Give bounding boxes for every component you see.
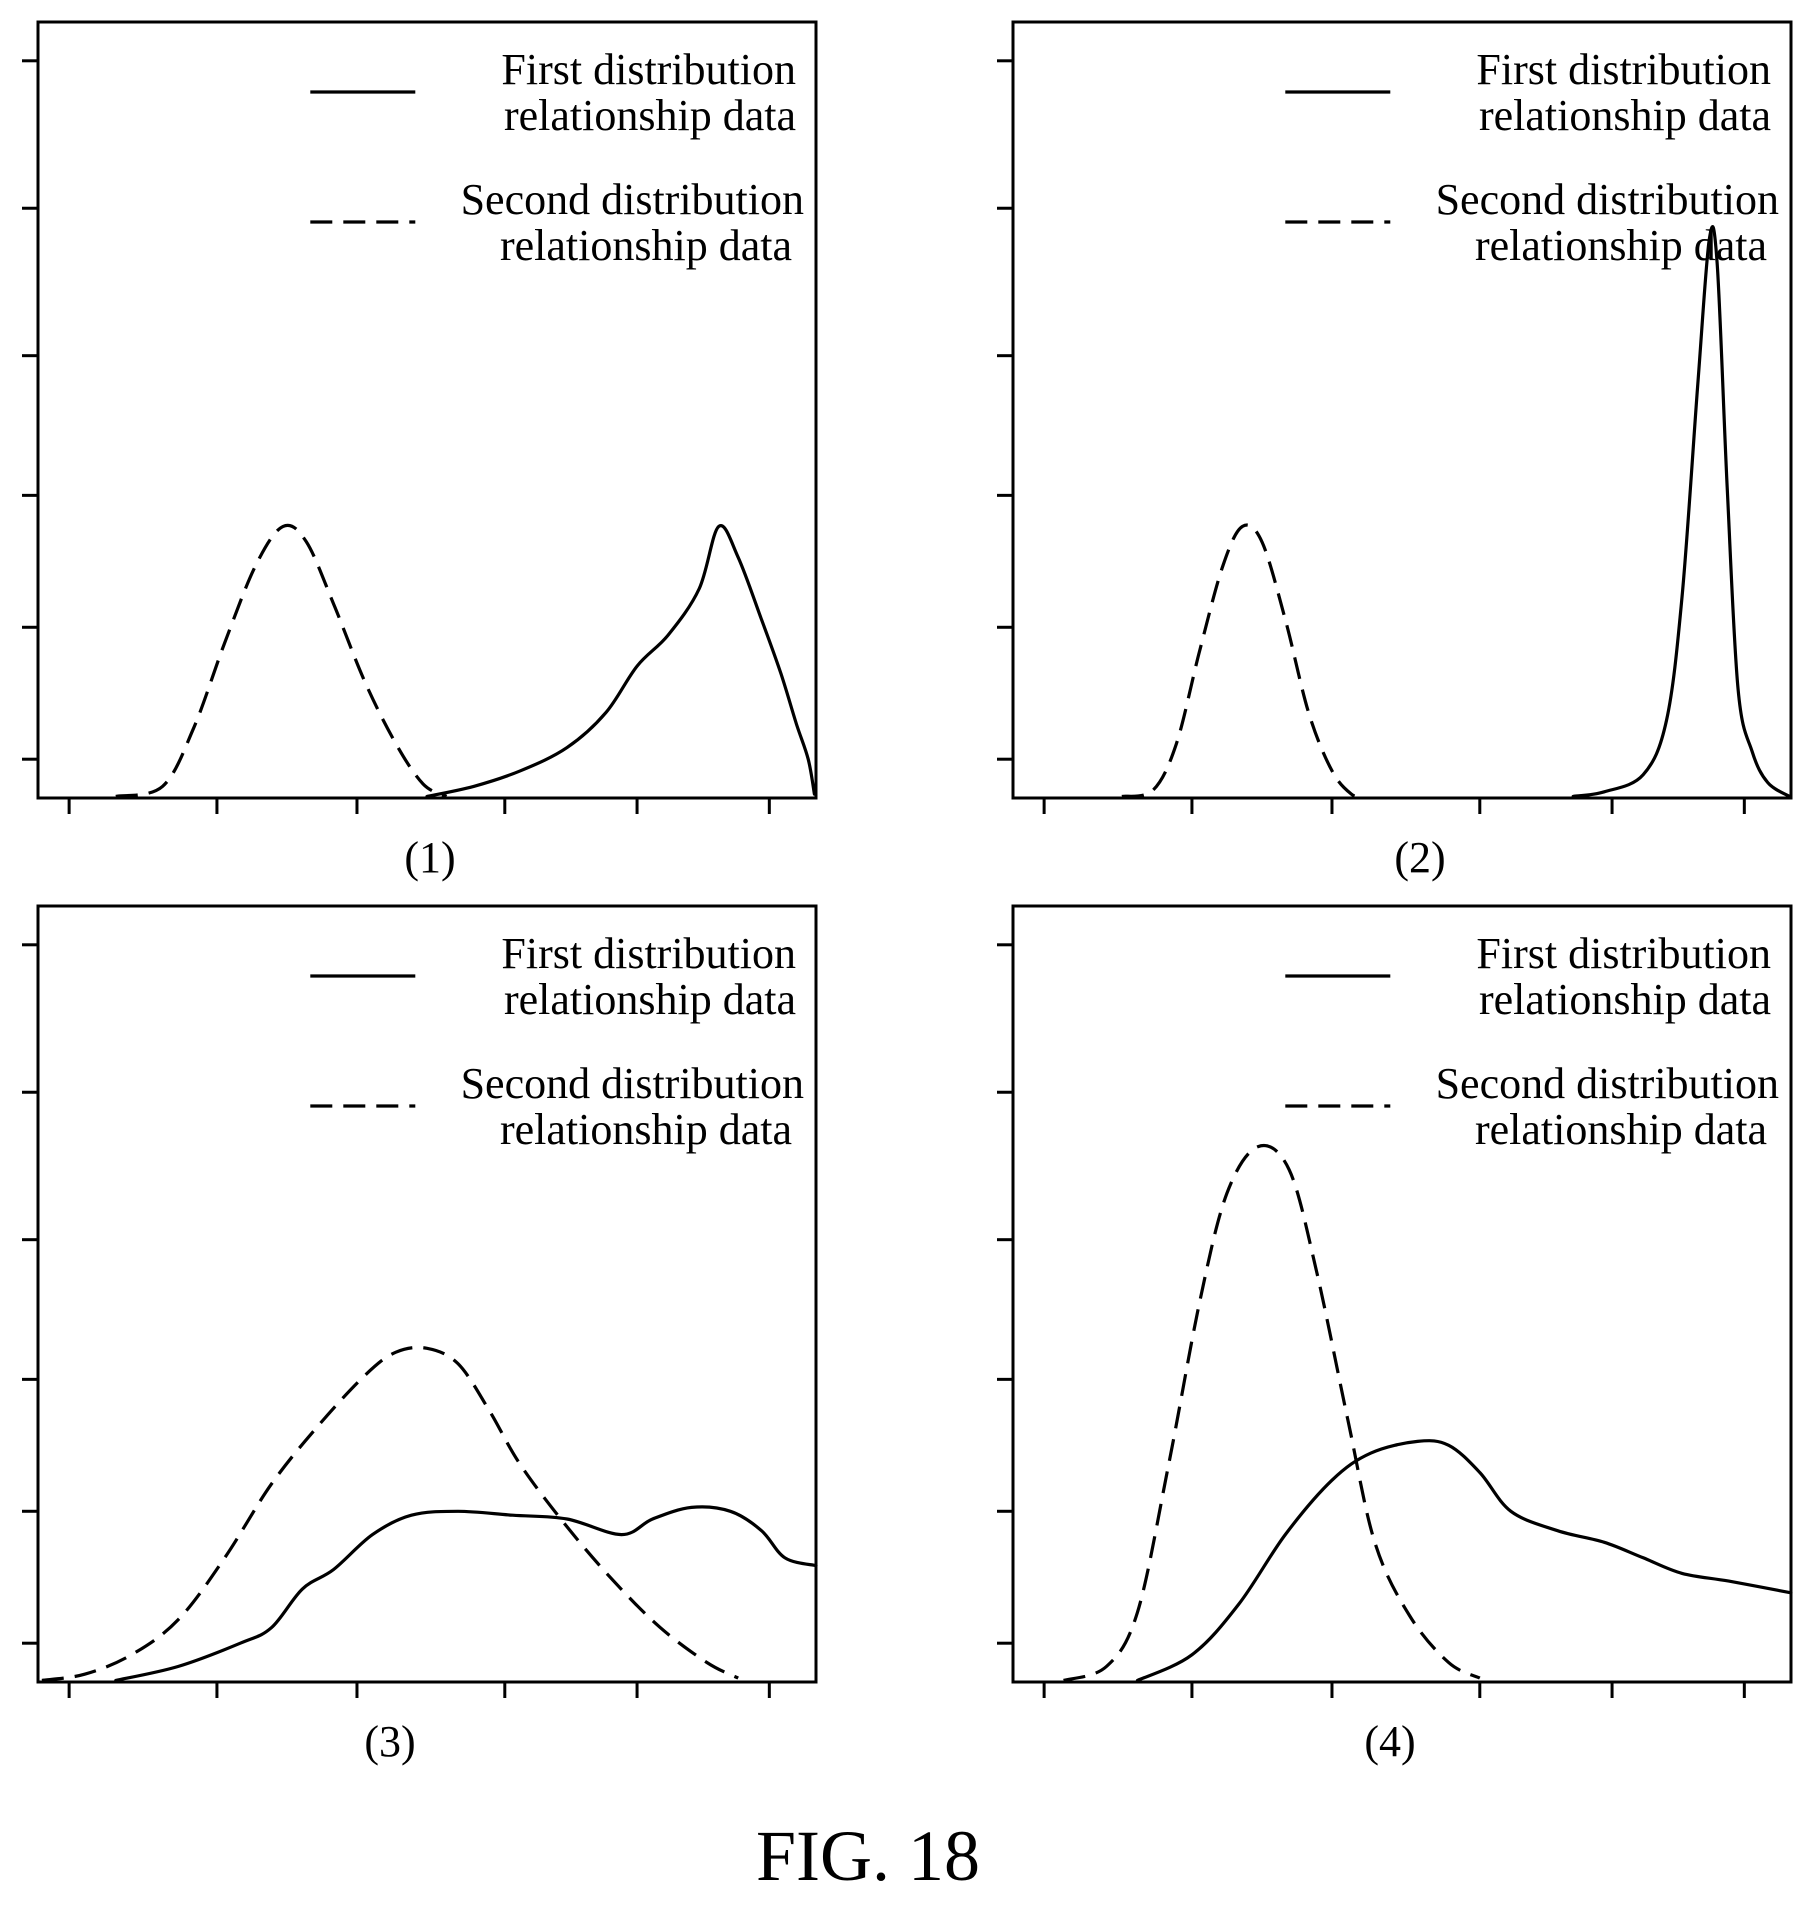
first-distribution-curve [1571,225,1791,798]
second-distribution-curve [115,523,448,798]
legend-second-label-line2: relationship data [1475,1105,1767,1154]
second-distribution-curve [41,1345,739,1682]
legend-second-label-line1: Second distribution [1436,1059,1779,1108]
legend-second-label-line1: Second distribution [1436,175,1779,224]
legend-first-label-line1: First distribution [1476,929,1771,978]
figure-caption: FIG. 18 [756,1816,980,1896]
plot-frame [1011,904,1793,1684]
legend-second-label-line2: relationship data [1475,221,1767,270]
first-distribution-curve [114,1505,818,1682]
legend-second-label-line2: relationship data [500,1105,792,1154]
legend-first-label-line2: relationship data [1479,91,1771,140]
legend-second-label-line2: relationship data [500,221,792,270]
legend-second-label-line1: Second distribution [461,1059,804,1108]
second-distribution-curve [1063,1144,1481,1682]
legend-first-label-line1: First distribution [1476,45,1771,94]
plot-frame [36,904,818,1684]
first-distribution-curve [425,524,816,798]
legend-second-label-line1: Second distribution [461,175,804,224]
legend-first-label-line2: relationship data [1479,975,1771,1024]
second-distribution-curve [1121,523,1364,799]
panel-label: (2) [1394,833,1445,882]
panel-label: (3) [364,1717,415,1766]
legend-first-label-line2: relationship data [504,975,796,1024]
legend-first-label-line1: First distribution [501,45,796,94]
first-distribution-curve [1135,1439,1793,1682]
panel-label: (4) [1364,1717,1415,1766]
panel-label: (1) [404,833,455,882]
legend-first-label-line2: relationship data [504,91,796,140]
plot-frame [1011,20,1793,800]
legend-first-label-line1: First distribution [501,929,796,978]
